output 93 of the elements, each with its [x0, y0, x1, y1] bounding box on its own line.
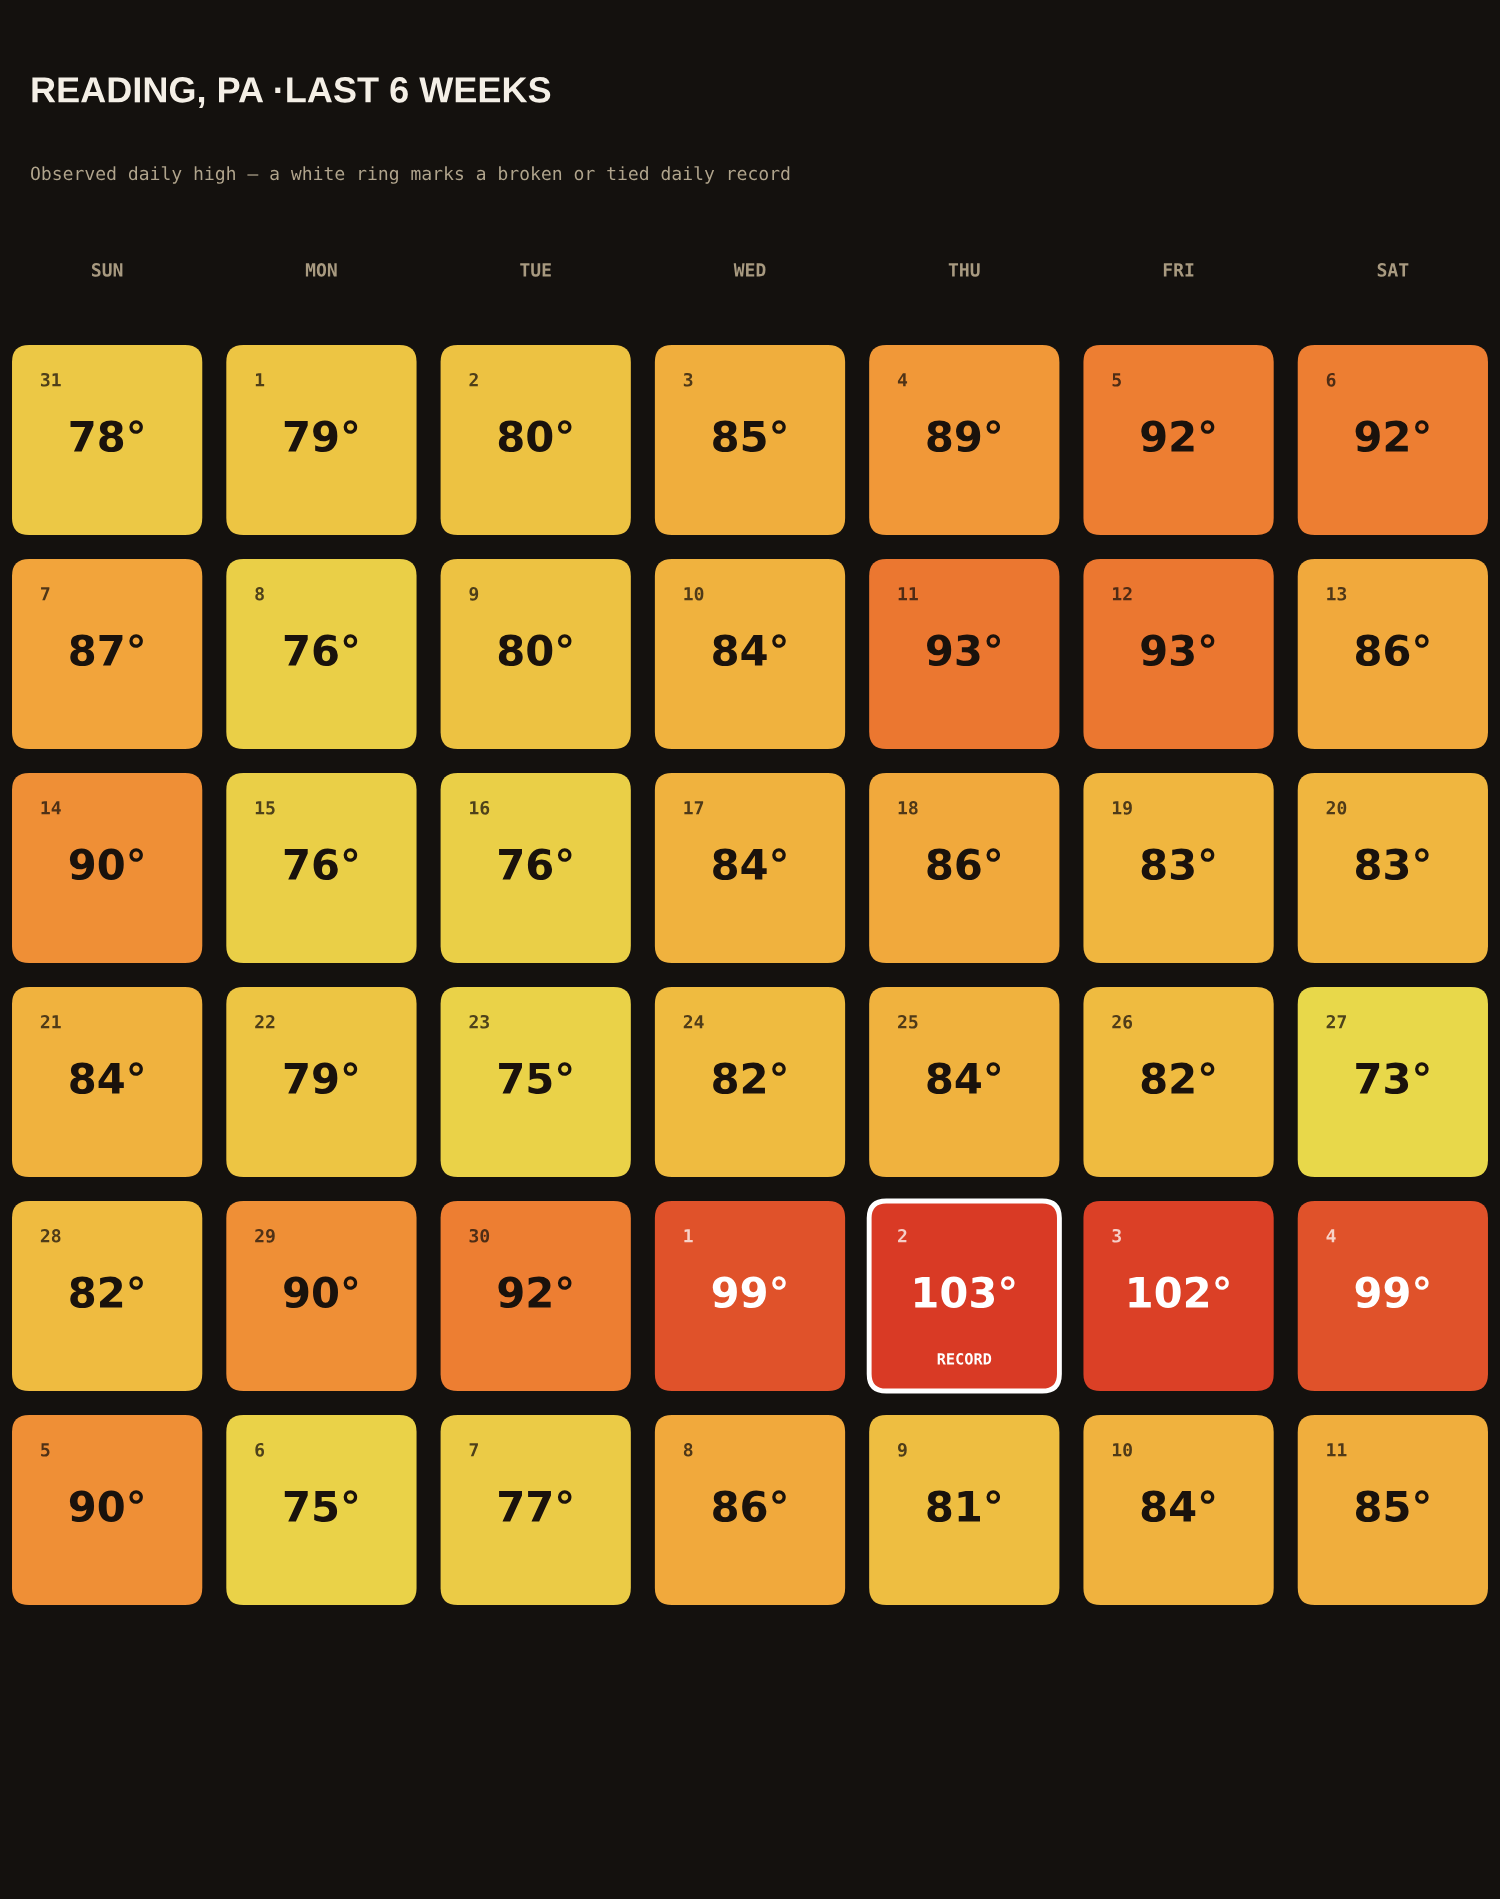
chart-title: READING, PA ·LAST 6 WEEKS [32, 77, 551, 108]
data-label: 80° [498, 634, 572, 667]
data-label: 81° [927, 1490, 1001, 1523]
x-tick-label: SUN [91, 263, 123, 277]
data-label: 90° [284, 1276, 358, 1309]
annotation: 10 [1112, 1442, 1132, 1457]
data-label: 85° [1356, 1490, 1429, 1523]
x-tick-label: TUE [520, 263, 551, 277]
annotation: 31 [40, 372, 61, 387]
annotation: 2 [898, 1228, 907, 1243]
data-label: 92° [1355, 420, 1429, 453]
annotation: 2 [469, 372, 478, 387]
annotation: 30 [469, 1228, 490, 1243]
annotation: 10 [684, 586, 704, 601]
data-label: 78° [70, 420, 143, 453]
x-tick-label: WED [733, 263, 766, 277]
annotation: 25 [898, 1014, 918, 1029]
annotation: 7 [469, 1443, 478, 1457]
annotation: 13 [1327, 586, 1347, 601]
data-label: 87° [70, 634, 143, 667]
annotation: 5 [1112, 373, 1121, 387]
annotation: 6 [1326, 372, 1336, 387]
x-tick-label: THU [948, 263, 980, 277]
data-label: 90° [69, 848, 143, 881]
annotation: 8 [255, 586, 264, 601]
annotation: 28 [40, 1228, 61, 1243]
data-label: 92° [1141, 420, 1215, 453]
annotation: 24 [683, 1014, 704, 1029]
data-label: 77° [499, 1490, 572, 1522]
annotation: 15 [255, 801, 275, 815]
chart-subtitle: Observed daily high — a white ring marks a broken or tied daily record [31, 166, 790, 184]
annotation: 5 [41, 1443, 50, 1457]
data-label: 86° [713, 1490, 786, 1523]
annotation: 29 [255, 1228, 275, 1243]
annotation: 19 [1112, 801, 1132, 815]
annotation: 6 [255, 1442, 265, 1457]
data-label: 84° [1141, 1490, 1215, 1523]
annotation: 16 [470, 800, 490, 815]
data-label: 82° [713, 1062, 786, 1095]
annotation: 1 [255, 373, 265, 387]
annotation: 4 [897, 373, 908, 387]
annotation: 8 [683, 1442, 693, 1457]
data-label: 84° [713, 634, 786, 667]
annotation: 9 [469, 587, 479, 601]
data-label: 99° [1355, 1276, 1429, 1309]
data-label: 75° [284, 1490, 358, 1523]
annotation: 12 [1112, 586, 1132, 601]
data-label: 76° [284, 848, 358, 881]
annotation: 23 [469, 1014, 490, 1029]
data-label: 84° [70, 1062, 143, 1095]
x-tick-label: MON [305, 263, 337, 277]
annotation: 3 [683, 372, 693, 387]
data-label: 93° [927, 634, 1001, 667]
annotation: 11 [1327, 1443, 1347, 1457]
annotation: 22 [255, 1014, 275, 1029]
annotation: 21 [40, 1014, 61, 1029]
data-label: 79° [284, 420, 358, 453]
data-label: 85° [713, 420, 786, 453]
annotation: 27 [1326, 1014, 1346, 1029]
annotation: 18 [898, 800, 918, 815]
x-tick-label: SAT [1377, 263, 1409, 277]
annotation: 17 [684, 801, 704, 815]
annotation: 7 [41, 587, 50, 601]
data-label: 83° [1356, 848, 1429, 881]
data-label: 79° [284, 1062, 358, 1095]
annotation: 9 [897, 1443, 907, 1457]
data-label: 83° [1141, 848, 1215, 881]
data-label: 76° [499, 848, 572, 881]
x-tick-label: FRI [1163, 263, 1194, 277]
data-label: 92° [498, 1276, 572, 1309]
data-label: 90° [69, 1490, 143, 1523]
data-label: 73° [1356, 1062, 1429, 1095]
data-label: 84° [927, 1062, 1001, 1095]
data-label: 86° [927, 848, 1001, 881]
data-label: 99° [712, 1276, 786, 1309]
annotation: 3 [1112, 1228, 1121, 1243]
annotation: 26 [1112, 1014, 1133, 1029]
data-label: 103° RECORD [915, 1276, 1015, 1365]
data-label: 75° [499, 1062, 572, 1095]
data-label: 93° [1141, 634, 1215, 667]
data-label: 80° [498, 420, 572, 453]
annotation: 11 [898, 587, 918, 601]
data-label: 82° [1141, 1062, 1215, 1095]
data-label: 89° [927, 420, 1001, 453]
annotation: 4 [1326, 1229, 1336, 1243]
data-label: 102° [1129, 1276, 1229, 1309]
data-label: 86° [1356, 634, 1429, 667]
annotation: 20 [1326, 800, 1347, 815]
data-label: 82° [70, 1276, 143, 1309]
data-label: 84° [713, 848, 786, 881]
data-label: 76° [284, 634, 358, 667]
annotation: 14 [41, 801, 61, 815]
annotation: 1 [684, 1229, 693, 1243]
